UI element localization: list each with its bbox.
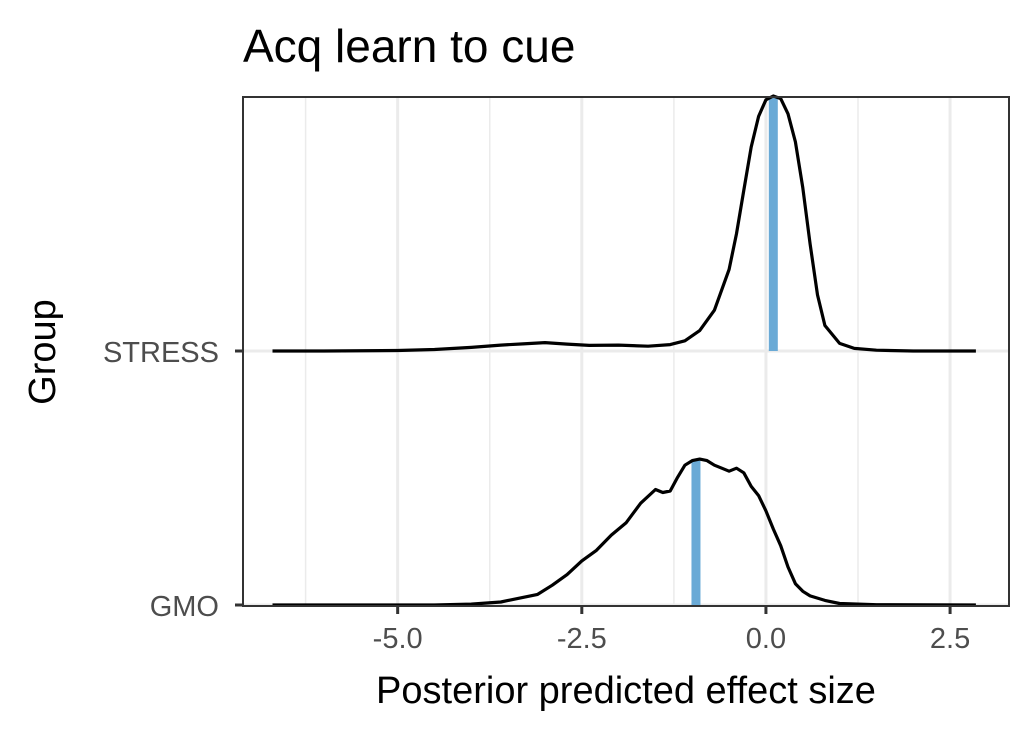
x-axis-title: Posterior predicted effect size [376, 670, 876, 712]
density-curve-stress [272, 94, 976, 353]
density-curve-gmo [272, 457, 976, 607]
x-tick-label: -5.0 [373, 623, 423, 655]
x-tick-label: 0.0 [746, 623, 786, 655]
y-tick-label-stress: STRESS [103, 337, 219, 369]
density-curves [272, 94, 976, 607]
y-tick-label-gmo: GMO [150, 591, 219, 623]
x-tick-label: 2.5 [930, 623, 970, 655]
x-axis: -5.0 -2.5 0.0 2.5 [373, 606, 970, 655]
x-tick-label: -2.5 [557, 623, 607, 655]
y-axis-title: Group [22, 299, 64, 405]
median-lines [691, 96, 778, 605]
chart-title: Acq learn to cue [243, 20, 575, 72]
y-axis: STRESS GMO [103, 337, 243, 623]
